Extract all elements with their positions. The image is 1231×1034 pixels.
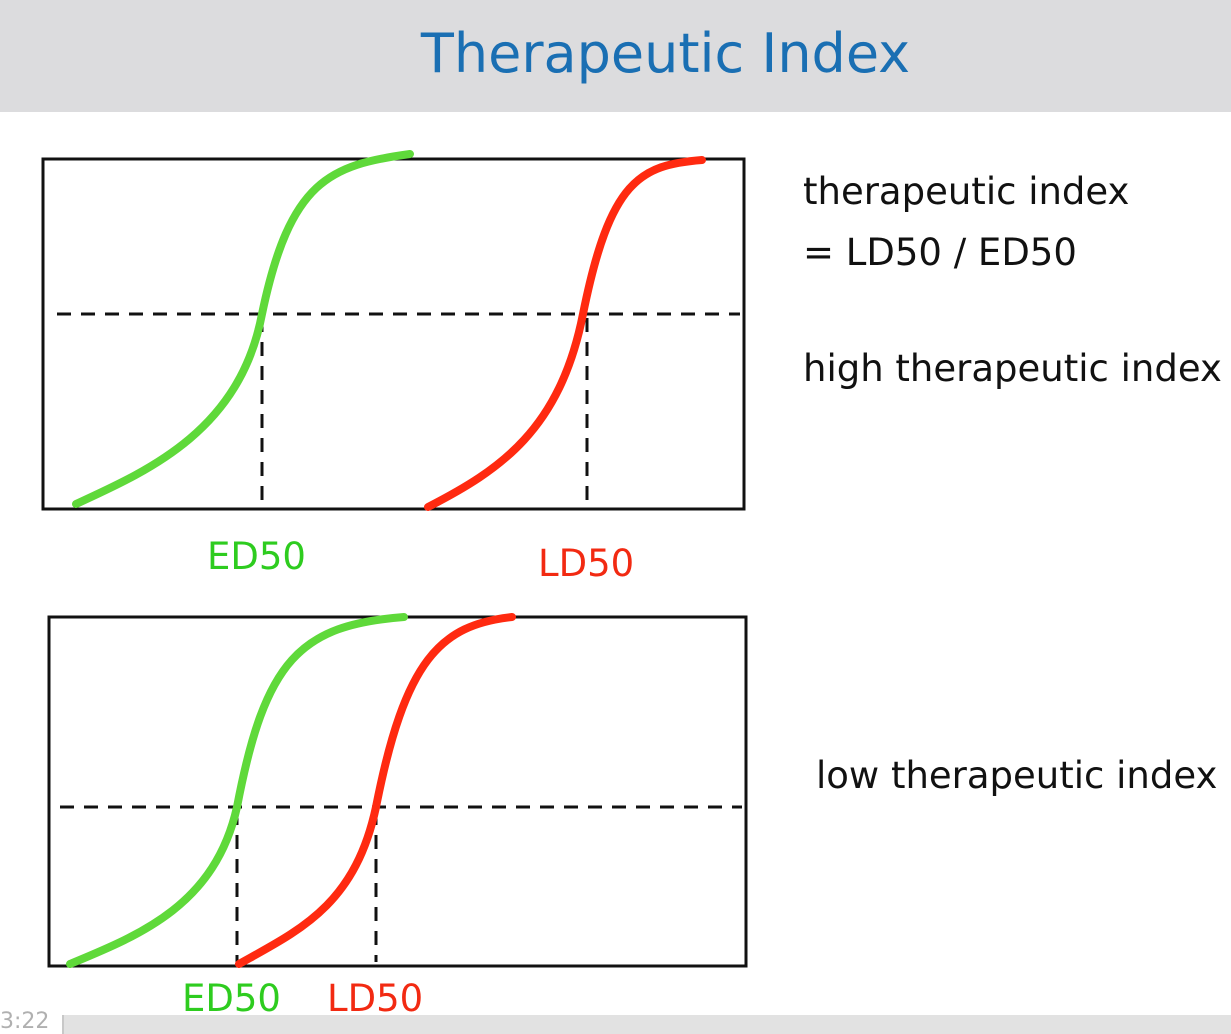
diagram-frame	[41, 157, 746, 511]
diagram-high-index	[41, 150, 746, 511]
ed50-label-bottom: ED50	[182, 977, 281, 1020]
playback-progress-bar[interactable]	[62, 1015, 1231, 1034]
ld50-label-bottom: LD50	[327, 977, 424, 1020]
low-index-note: low therapeutic index	[816, 754, 1218, 797]
diagram-low-index	[47, 613, 748, 968]
ed50-label-top: ED50	[207, 535, 306, 578]
diagram-frame	[47, 615, 748, 968]
ld50-label-top: LD50	[538, 542, 635, 585]
ld50-curve	[235, 613, 516, 968]
formula-line-2: = LD50 / ED50	[803, 231, 1077, 274]
formula-line-1: therapeutic index	[803, 170, 1130, 213]
playback-timestamp: 3:22	[0, 1009, 50, 1034]
ed50-curve	[72, 150, 414, 508]
ld50-curve	[424, 156, 706, 511]
high-index-note: high therapeutic index	[803, 347, 1222, 390]
title-bar	[0, 0, 1231, 112]
slide-title: Therapeutic Index	[420, 22, 911, 85]
ed50-curve	[66, 613, 408, 968]
